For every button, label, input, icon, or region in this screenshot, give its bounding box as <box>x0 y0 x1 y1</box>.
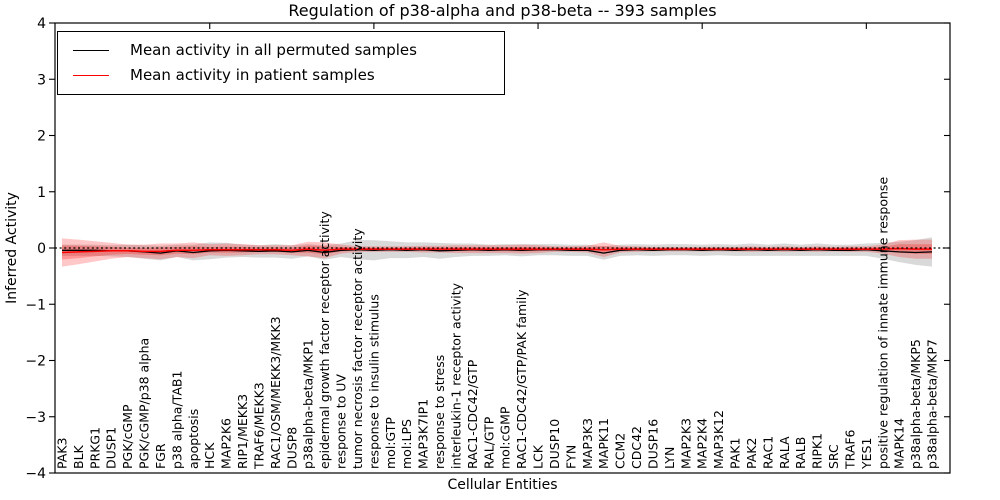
x-category-label: MAP2K3 <box>678 418 693 469</box>
x-category-label: MAP3K7IP1 <box>416 399 431 469</box>
x-category-label: MAP3K12 <box>711 410 726 469</box>
x-category-label: YES1 <box>859 438 874 470</box>
x-category-label: p38alpha-beta/MKP1 <box>301 339 316 469</box>
x-category-label: BLK <box>71 444 86 469</box>
legend: Mean activity in all permuted samples Me… <box>57 31 505 95</box>
x-axis-label: Cellular Entities <box>447 477 558 493</box>
x-category-label: DUSP8 <box>284 427 299 469</box>
y-tick-label: 3 <box>37 72 46 88</box>
x-category-label: response to stress <box>432 355 447 469</box>
x-category-label: PGK/cGMP/p38 alpha <box>137 338 152 469</box>
x-category-label: positive regulation of innate immune res… <box>875 177 890 469</box>
x-category-label: RAL/GTP <box>481 416 496 469</box>
x-category-label: DUSP10 <box>547 419 562 469</box>
x-category-label: interleukin-1 receptor activity <box>449 282 464 469</box>
legend-entry-permuted: Mean activity in all permuted samples <box>58 40 504 59</box>
x-category-label: PAK2 <box>744 438 759 469</box>
x-category-label: DUSP1 <box>104 427 119 469</box>
x-category-label: RAC1-CDC42/GTP <box>465 359 480 469</box>
x-category-label: MAP3K3 <box>580 418 595 469</box>
permuted-line-swatch-icon <box>73 49 109 51</box>
y-tick-label: −2 <box>25 354 46 370</box>
x-category-label: PAK3 <box>55 438 70 469</box>
patient-line-swatch-icon <box>73 75 109 77</box>
x-category-label: RALB <box>793 437 808 469</box>
legend-entry-patient: Mean activity in patient samples <box>58 68 504 83</box>
y-tick-label: 1 <box>37 185 46 201</box>
x-category-label: MAP2K4 <box>695 418 710 469</box>
x-category-label: p38alpha-beta/MKP7 <box>925 339 940 469</box>
x-category-label: SRC <box>826 444 841 469</box>
x-category-label: p38alpha-beta/MKP5 <box>908 339 923 469</box>
x-category-label: FGR <box>153 443 168 469</box>
x-category-label: PAK1 <box>728 438 743 469</box>
x-category-label: MAPK14 <box>892 418 907 469</box>
x-category-label: RAC1-CDC42/GTP/PAK family <box>514 289 529 469</box>
x-category-label: PGK/cGMP <box>120 404 135 469</box>
x-category-label: CCM2 <box>613 433 628 469</box>
x-category-label: RIPK1 <box>810 433 825 469</box>
x-category-label: CDC42 <box>629 426 644 469</box>
x-category-label: LYN <box>662 447 677 469</box>
x-category-label: TRAF6 <box>842 429 857 470</box>
x-category-label: RIP1/MEKK3 <box>235 394 250 469</box>
x-category-label: MAP2K6 <box>219 418 234 469</box>
patient-mean-line <box>61 247 932 254</box>
x-category-label: RAC1/OSM/MEKK3/MKK3 <box>268 316 283 469</box>
x-category-label: tumor necrosis factor receptor activity <box>350 228 365 469</box>
x-category-label: response to UV <box>334 374 349 469</box>
x-category-label: epidermal growth factor receptor activit… <box>317 211 332 469</box>
x-category-label: p38 alpha/TAB1 <box>169 371 184 469</box>
x-category-label: LCK <box>531 444 546 469</box>
y-tick-label: 2 <box>37 129 46 145</box>
x-category-label: MAPK11 <box>596 418 611 469</box>
x-category-label: RAC1 <box>760 436 775 469</box>
y-tick-label: 4 <box>37 16 46 32</box>
permuted-std-band <box>62 237 932 267</box>
x-category-label: HCK <box>202 442 217 469</box>
legend-label-permuted: Mean activity in all permuted samples <box>130 40 417 59</box>
y-tick-label: −3 <box>25 410 46 426</box>
x-category-label: mol:cGMP <box>498 406 513 469</box>
x-category-label: FYN <box>563 445 578 469</box>
x-category-label: DUSP16 <box>645 419 660 469</box>
y-axis-label: Inferred Activity <box>4 192 20 304</box>
x-category-label: PRKG1 <box>87 427 102 469</box>
y-tick-label: 0 <box>37 241 46 257</box>
y-tick-label: −4 <box>25 466 46 482</box>
patient-std-band-outer <box>62 238 932 267</box>
x-category-label: response to insulin stimulus <box>366 294 381 469</box>
chart-title: Regulation of p38-alpha and p38-beta -- … <box>288 1 717 20</box>
y-tick-label: −1 <box>25 297 46 313</box>
x-category-label: mol:GTP <box>383 417 398 469</box>
x-category-label: apoptosis <box>186 409 201 469</box>
x-category-label: mol:LPS <box>399 419 414 469</box>
x-category-label: TRAF6/MEKK3 <box>252 382 267 470</box>
legend-label-patient: Mean activity in patient samples <box>130 66 375 85</box>
x-category-label: RALA <box>777 436 792 469</box>
